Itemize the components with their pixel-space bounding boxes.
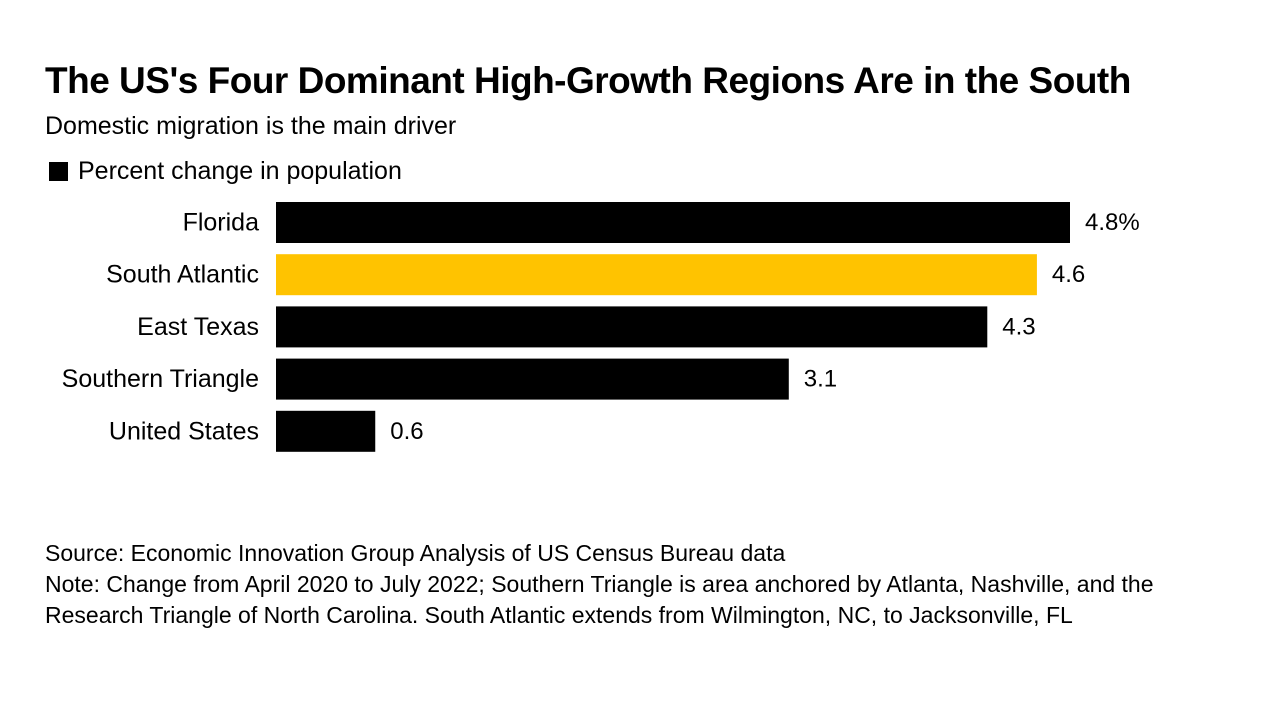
methodology-note: Note: Change from April 2020 to July 202… (45, 571, 1154, 628)
chart-footer: Source: Economic Innovation Group Analys… (45, 538, 1205, 631)
bar-southern-triangle (276, 358, 789, 400)
bar-united-states (276, 410, 376, 452)
bar-south-atlantic (276, 254, 1037, 296)
category-label-florida: Florida (183, 209, 260, 237)
bar-chart: Florida 4.8% South Atlantic 4.6 East Texas 4.… (62, 202, 1140, 452)
chart-subtitle: Domestic migration is the main driver (45, 112, 457, 140)
value-label-united-states: 0.6 (390, 418, 423, 445)
value-label-east-texas: 4.3 (1002, 313, 1035, 340)
category-label-east-texas: East Texas (137, 313, 259, 341)
category-label-united-states: United States (109, 417, 259, 445)
category-label-south-atlantic: South Atlantic (106, 261, 259, 289)
legend: Percent change in population (49, 157, 402, 186)
value-label-south-atlantic: 4.6 (1052, 261, 1085, 288)
bar-east-texas (276, 306, 988, 348)
chart-title: The US's Four Dominant High-Growth Regio… (45, 60, 1131, 101)
category-label-southern-triangle: Southern Triangle (62, 365, 259, 393)
legend-swatch (49, 162, 68, 181)
legend-label: Percent change in population (78, 157, 402, 185)
value-label-southern-triangle: 3.1 (804, 366, 837, 393)
source-note: Source: Economic Innovation Group Analys… (45, 540, 786, 566)
value-label-florida: 4.8% (1085, 209, 1140, 236)
bar-florida (276, 202, 1070, 243)
